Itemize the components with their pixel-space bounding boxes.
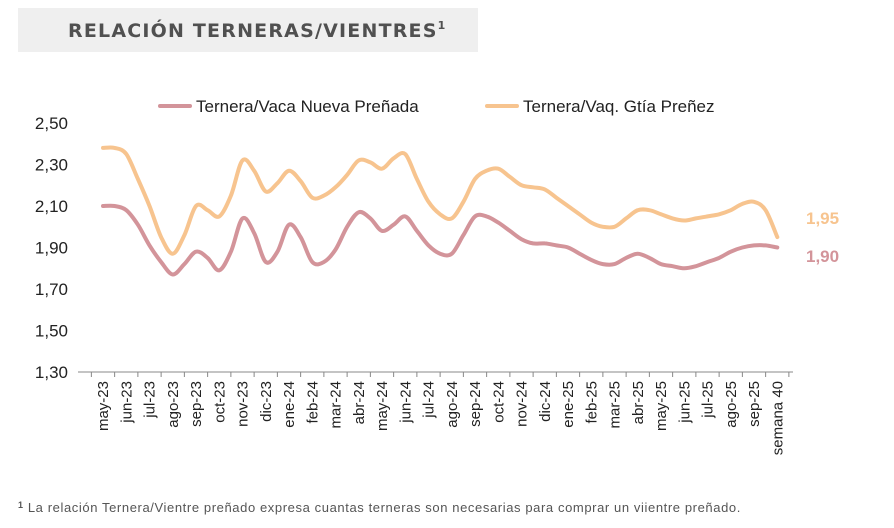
x-tick-label: may-25 [653,381,670,431]
x-tick-label: abr-25 [630,381,647,424]
y-tick-label: 2,10 [35,197,68,216]
legend-label-1: Ternera/Vaca Nueva Preñada [196,97,419,116]
x-tick-label: jul-25 [700,381,717,419]
x-tick-label: ago-25 [723,381,740,428]
x-tick-label: jul-24 [421,381,438,419]
x-tick-label: jun-25 [676,381,693,424]
x-tick-label: dic-24 [537,381,554,422]
x-tick-label: feb-25 [583,381,600,424]
x-tick-label: mar-25 [607,381,624,429]
title-footnote-marker: 1 [437,19,446,32]
end-labels: 1,90 1,95 [806,209,839,266]
page-title: RELACIÓN TERNERAS/VIENTRES1 [68,19,445,42]
end-value-label-2: 1,95 [806,209,839,228]
legend-label-2: Ternera/Vaq. Gtía Preñez [523,97,715,116]
x-tick-label: ene-25 [560,381,577,428]
footnote: 1 La relación Ternera/Vientre preñado ex… [18,500,741,515]
x-tick-label: may-23 [95,381,112,431]
y-tick-label: 2,30 [35,156,68,175]
x-tick-label: jun-24 [397,381,414,424]
footnote-marker: 1 [18,500,24,510]
x-tick-label: jun-23 [118,381,135,424]
series-line-1 [101,203,780,277]
y-tick-label: 1,90 [35,239,68,258]
x-tick-label: abr-24 [351,381,368,424]
series-line-2 [101,145,780,256]
line-chart: Ternera/Vaca Nueva Preñada Ternera/Vaq. G… [35,97,839,455]
y-tick-label: 1,70 [35,280,68,299]
x-tick-label: sep-23 [188,381,205,427]
chart-legend: Ternera/Vaca Nueva Preñada Ternera/Vaq. G… [158,97,715,116]
y-tick-label: 1,50 [35,322,68,341]
x-tick-label: ago-24 [444,381,461,428]
x-tick-label: mar-24 [328,381,345,429]
x-tick-label: oct-24 [490,381,507,423]
footnote-text: La relación Ternera/Vientre preñado expr… [27,500,741,515]
y-tick-label: 1,30 [35,363,68,382]
series-layer [101,145,780,277]
x-axis: may-23 jun-23 jul-23 ago-23 sep-23 oct-23 nov-… [78,371,793,455]
x-tick-label: nov-24 [514,381,531,427]
x-tick-label: sep-24 [467,381,484,427]
y-axis: 2,50 2,30 2,10 1,90 1,70 1,50 1,30 [35,114,68,382]
page-title-text: RELACIÓN TERNERAS/VIENTRES [68,20,438,42]
x-tick-label: oct-23 [211,381,228,423]
x-tick-label: may-24 [374,381,391,431]
x-tick-label: ene-24 [281,381,298,428]
x-tick-label: sep-25 [746,381,763,427]
x-tick-label: nov-23 [235,381,252,427]
end-value-label-1: 1,90 [806,247,839,266]
x-tick-label: ago-23 [165,381,182,428]
x-tick-label: semana 40 [769,381,786,455]
x-tick-label: feb-24 [304,381,321,424]
x-tick-label: jul-23 [142,381,159,419]
x-tick-label: dic-23 [258,381,275,422]
y-tick-label: 2,50 [35,114,68,133]
title-box: RELACIÓN TERNERAS/VIENTRES1 [18,8,478,52]
